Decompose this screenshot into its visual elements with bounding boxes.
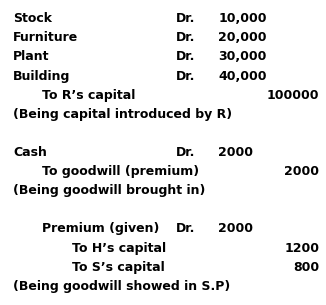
Text: To H’s capital: To H’s capital <box>72 242 166 255</box>
Text: To S’s capital: To S’s capital <box>72 261 165 274</box>
Text: Cash: Cash <box>13 146 47 159</box>
Text: Plant: Plant <box>13 50 50 63</box>
Text: 30,000: 30,000 <box>218 50 267 63</box>
Text: 800: 800 <box>293 261 319 274</box>
Text: Premium (given): Premium (given) <box>42 222 160 235</box>
Text: 1200: 1200 <box>285 242 319 255</box>
Text: 2000: 2000 <box>218 146 253 159</box>
Text: Dr.: Dr. <box>176 12 195 25</box>
Text: Building: Building <box>13 70 70 83</box>
Text: (Being goodwill brought in): (Being goodwill brought in) <box>13 184 205 197</box>
Text: 100000: 100000 <box>267 89 319 102</box>
Text: Dr.: Dr. <box>176 222 195 235</box>
Text: (Being goodwill showed in S.P): (Being goodwill showed in S.P) <box>13 280 230 293</box>
Text: Dr.: Dr. <box>176 50 195 63</box>
Text: (Being capital introduced by R): (Being capital introduced by R) <box>13 108 232 121</box>
Text: To R’s capital: To R’s capital <box>42 89 136 102</box>
Text: 2000: 2000 <box>285 165 319 178</box>
Text: 20,000: 20,000 <box>218 31 267 44</box>
Text: Furniture: Furniture <box>13 31 78 44</box>
Text: Stock: Stock <box>13 12 52 25</box>
Text: To goodwill (premium): To goodwill (premium) <box>42 165 200 178</box>
Text: 2000: 2000 <box>218 222 253 235</box>
Text: Dr.: Dr. <box>176 70 195 83</box>
Text: Dr.: Dr. <box>176 146 195 159</box>
Text: 40,000: 40,000 <box>218 70 267 83</box>
Text: 10,000: 10,000 <box>218 12 267 25</box>
Text: Dr.: Dr. <box>176 31 195 44</box>
